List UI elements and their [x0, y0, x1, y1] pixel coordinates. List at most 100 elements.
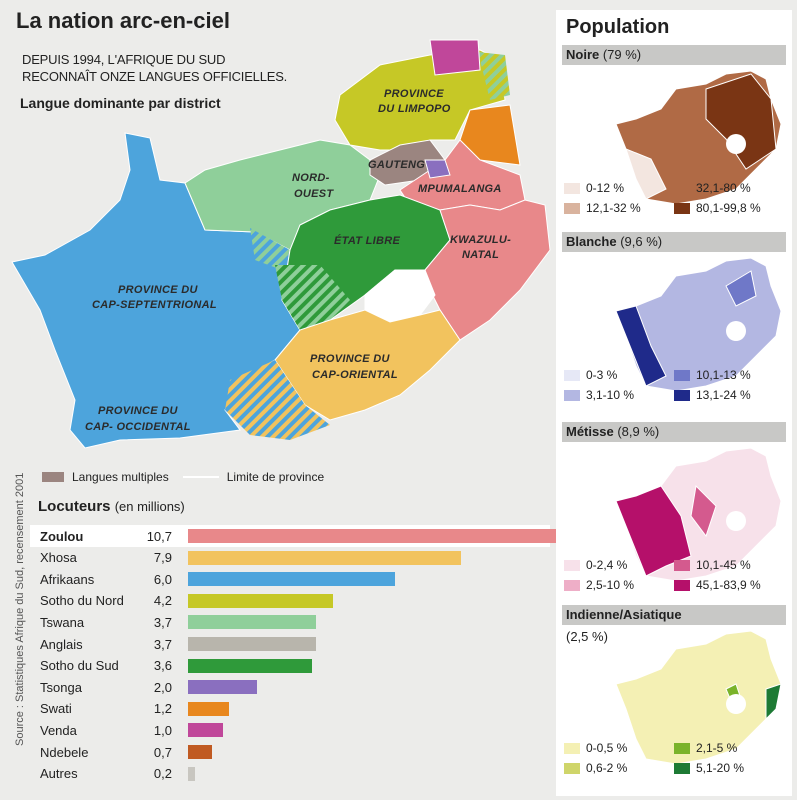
bar-row: Sotho du Nord 4,2 — [30, 590, 550, 612]
bar-label: Anglais — [40, 636, 83, 652]
bar — [188, 680, 258, 695]
bar-label: Ndebele — [40, 744, 89, 760]
map-legend: Langues multiples Limite de province — [42, 470, 324, 484]
bar-row: Swati 1,2 — [30, 698, 550, 720]
population-head-noire: Noire (79 %) — [562, 45, 786, 65]
region-etat-libre-hatch — [275, 265, 350, 330]
bar — [188, 701, 230, 716]
bar — [188, 658, 313, 673]
bar — [188, 550, 462, 565]
population-legend-item: 5,1-20 % — [674, 761, 744, 775]
label-etat-libre: ÉTAT LIBRE — [334, 234, 401, 247]
bar-label: Xhosa — [40, 550, 77, 566]
bar-value: 3,6 — [153, 658, 172, 674]
label-mpumalanga: MPUMALANGA — [418, 183, 502, 195]
bar — [188, 615, 316, 630]
bar-label: Venda — [40, 722, 77, 738]
bar-row: Anglais 3,7 — [30, 633, 550, 655]
population-legend-item: 0-3 % — [564, 368, 617, 382]
population-legend-item: 2,1-5 % — [674, 741, 737, 755]
population-map-metisse — [615, 447, 782, 582]
bar — [188, 572, 396, 587]
label-cap-occ-2: CAP- OCCIDENTAL — [85, 421, 191, 433]
source-note: Source : Statistiques Afrique du Sud, re… — [14, 472, 26, 746]
region-limpopo-hatch — [478, 52, 510, 100]
region-nord-ouest-hatch — [250, 228, 290, 270]
locuteurs-unit: (en millions) — [114, 499, 185, 514]
population-legend-item: 45,1-83,9 % — [674, 578, 761, 592]
population-map-blanche — [615, 257, 782, 392]
bar — [188, 637, 316, 651]
subtitle-line1: DEPUIS 1994, L'AFRIQUE DU SUD — [22, 52, 226, 67]
bar — [188, 745, 213, 759]
bar-label: Swati — [40, 701, 72, 717]
label-cap-sept-2: CAP-SEPTENTRIONAL — [92, 299, 217, 311]
population-title: Population — [566, 16, 670, 38]
population-legend-item: 13,1-24 % — [674, 388, 751, 402]
population-legend-item: 10,1-13 % — [674, 368, 751, 382]
bar-label: Sotho du Sud — [40, 658, 119, 674]
label-cap-or-2: CAP-ORIENTAL — [312, 369, 398, 381]
bar-label: Sotho du Nord — [40, 593, 124, 609]
population-legend-item: 12,1-32 % — [564, 201, 641, 215]
bar-row: Tswana 3,7 — [30, 611, 550, 633]
population-map-indienne — [615, 630, 782, 765]
population-legend-item: 10,1-45 % — [674, 558, 751, 572]
region-ndebele — [424, 159, 451, 179]
legend-limite: Limite de province — [226, 470, 325, 484]
population-legend-item: 0-2,4 % — [564, 558, 627, 572]
bar-value: 7,9 — [153, 550, 172, 566]
bar-value: 3,7 — [153, 614, 172, 630]
bar-label: Autres — [40, 766, 78, 782]
bar-row: Venda 1,0 — [30, 719, 550, 741]
population-legend-item: 2,5-10 % — [564, 578, 634, 592]
bar-label: Afrikaans — [40, 571, 95, 587]
limite-line — [182, 476, 219, 478]
page-title: La nation arc-en-ciel — [16, 8, 230, 33]
bar-row: Zoulou 10,7 — [30, 525, 558, 547]
bar-row: Xhosa 7,9 — [30, 547, 550, 569]
bar-value: 3,7 — [153, 636, 172, 652]
bar-value: 0,7 — [153, 744, 172, 760]
multiples-swatch — [42, 472, 64, 482]
bar-value: 0,2 — [153, 766, 172, 782]
south-africa-language-map: PROVINCE DU LIMPOPO NORD- OUEST GAUTENG … — [11, 39, 551, 449]
population-legend-item: 3,1-10 % — [564, 388, 634, 402]
region-venda — [429, 39, 481, 76]
bar-row: Ndebele 0,7 — [30, 741, 550, 763]
population-legend-item: 0,6-2 % — [564, 761, 627, 775]
population-pct-indienne: (2,5 %) — [566, 629, 608, 644]
label-cap-or-1: PROVINCE DU — [310, 353, 390, 365]
region-cap-oriental — [274, 309, 461, 421]
label-limpopo-1: PROVINCE — [384, 88, 444, 100]
label-kwazulu-1: KWAZULU- — [450, 234, 511, 246]
bar-value: 6,0 — [153, 571, 172, 587]
bar-value: 4,2 — [153, 593, 172, 609]
bar-value: 1,2 — [153, 701, 172, 717]
legend-multiples: Langues multiples — [72, 470, 169, 484]
population-legend-item: 32,1-80 % — [674, 181, 751, 195]
bar-row: Sotho du Sud 3,6 — [30, 655, 550, 677]
label-limpopo-2: DU LIMPOPO — [378, 103, 451, 115]
label-kwazulu-2: NATAL — [462, 249, 499, 261]
subtitle: DEPUIS 1994, L'AFRIQUE DU SUD RECONNAÎT … — [22, 51, 287, 85]
bar — [188, 593, 334, 608]
bar-label: Tswana — [40, 614, 85, 630]
region-cap-oriental-hatch — [225, 360, 330, 440]
bar-label: Tsonga — [40, 679, 82, 695]
bar-row: Afrikaans 6,0 — [30, 568, 550, 590]
map-caption: Langue dominante par district — [20, 95, 221, 111]
subtitle-line2: RECONNAÎT ONZE LANGUES OFFICIELLES. — [22, 69, 288, 84]
population-legend-item: 0-12 % — [564, 181, 624, 195]
bar — [188, 529, 558, 543]
label-cap-sept-1: PROVINCE DU — [118, 284, 198, 296]
locuteurs-label: Locuteurs — [38, 498, 111, 515]
bar — [188, 766, 195, 781]
bar-label: Zoulou — [40, 528, 84, 544]
bar — [188, 723, 223, 738]
bar-value: 10,7 — [146, 528, 172, 544]
bar-value: 2,0 — [153, 679, 172, 695]
population-legend-item: 0-0,5 % — [564, 741, 627, 755]
region-tsonga — [459, 104, 521, 166]
population-legend-item: 80,1-99,8 % — [674, 201, 761, 215]
